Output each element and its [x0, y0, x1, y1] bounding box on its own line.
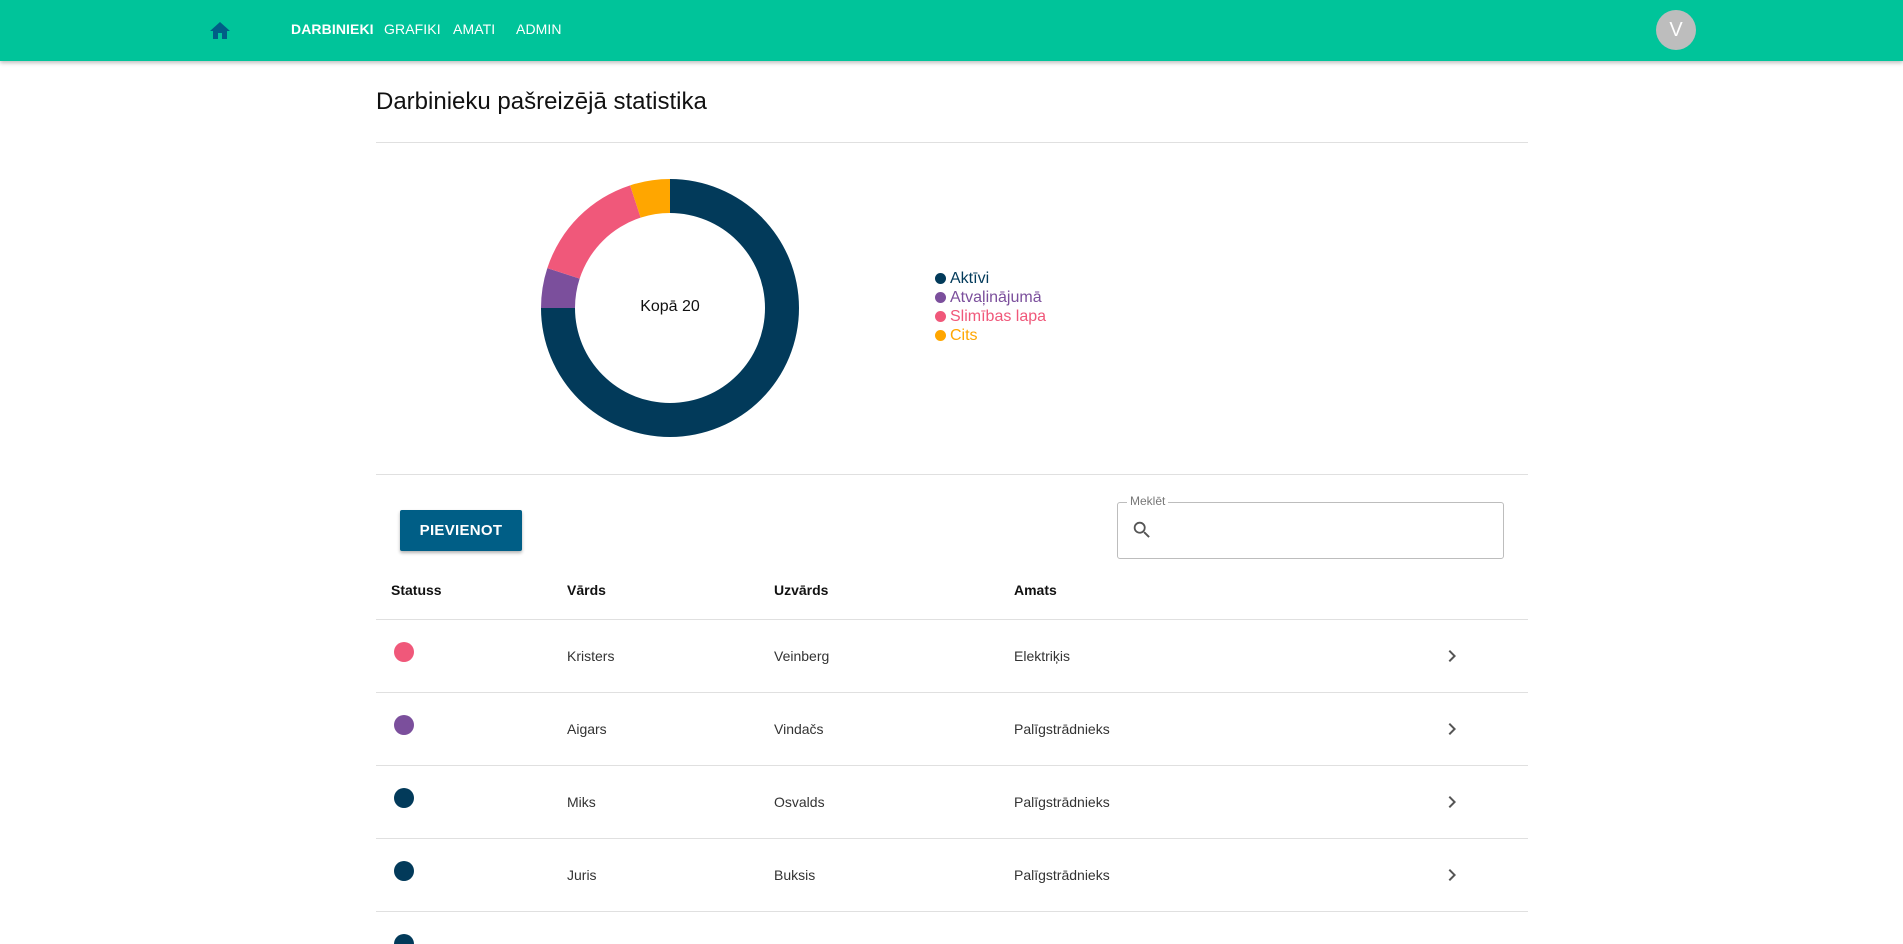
nav-darbinieki[interactable]: DARBINIEKI [291, 21, 374, 37]
search-field[interactable] [1117, 502, 1504, 559]
legend-dot [935, 311, 946, 322]
divider [376, 142, 1528, 143]
status-indicator [394, 934, 414, 944]
legend-dot [935, 330, 946, 341]
position-cell: Elektriķis [1014, 648, 1071, 664]
last-name-cell: Osvalds [774, 794, 825, 810]
chevron-right-icon[interactable] [1440, 863, 1464, 887]
table-row[interactable]: Miks Osvalds Palīgstrādnieks [376, 765, 1528, 839]
search-icon [1133, 521, 1150, 538]
table-row[interactable] [376, 911, 1528, 944]
legend-label: Slimības lapa [950, 307, 1047, 325]
status-indicator [394, 642, 414, 662]
last-name-cell: Vindačs [774, 721, 824, 737]
column-header-first-name: Vārds [567, 582, 606, 598]
divider [376, 474, 1528, 475]
legend-label: Aktīvi [950, 269, 990, 287]
chart-legend: Aktīvi Atvaļinājumā Slimības lapa Cits [935, 269, 1046, 345]
first-name-cell: Kristers [567, 648, 615, 664]
donut-center-label: Kopā 20 [640, 298, 700, 315]
legend-item[interactable]: Aktīvi [935, 269, 1046, 288]
legend-item[interactable]: Cits [935, 326, 1046, 345]
first-name-cell: Miks [567, 794, 596, 810]
search-label: Meklēt [1127, 494, 1169, 508]
avatar[interactable]: V [1656, 10, 1696, 50]
chevron-right-icon[interactable] [1440, 644, 1464, 668]
nav-grafiki[interactable]: GRAFIKI [384, 21, 441, 37]
table-row[interactable]: Juris Buksis Palīgstrādnieks [376, 838, 1528, 912]
donut-slice-Atvaļinājumā [541, 268, 580, 308]
legend-label: Atvaļinājumā [950, 288, 1042, 306]
first-name-cell: Aigars [567, 721, 607, 737]
table-row[interactable]: Kristers Veinberg Elektriķis [376, 619, 1528, 693]
status-indicator [394, 861, 414, 881]
legend-dot [935, 292, 946, 303]
add-employee-button[interactable]: PIEVIENOT [400, 510, 522, 551]
chevron-right-icon[interactable] [1440, 790, 1464, 814]
column-header-status: Statuss [391, 582, 442, 598]
legend-item[interactable]: Atvaļinājumā [935, 288, 1046, 307]
status-indicator [394, 788, 414, 808]
donut-slice-Slimības lapa [547, 185, 641, 279]
last-name-cell: Veinberg [774, 648, 830, 664]
status-indicator [394, 715, 414, 735]
home-icon[interactable] [208, 19, 232, 43]
column-header-position: Amats [1014, 582, 1057, 598]
status-donut-chart [541, 179, 799, 437]
position-cell: Palīgstrādnieks [1014, 794, 1110, 810]
legend-label: Cits [950, 326, 978, 344]
column-header-last-name: Uzvārds [774, 582, 829, 598]
top-app-bar: DARBINIEKI GRAFIKI AMATI ADMIN V [0, 0, 1903, 61]
page-title: Darbinieku pašreizējā statistika [376, 88, 707, 115]
position-cell: Palīgstrādnieks [1014, 721, 1110, 737]
table-row[interactable]: Aigars Vindačs Palīgstrādnieks [376, 692, 1528, 766]
last-name-cell: Buksis [774, 867, 816, 883]
legend-dot [935, 273, 946, 284]
position-cell: Palīgstrādnieks [1014, 867, 1110, 883]
first-name-cell: Juris [567, 867, 597, 883]
search-input[interactable] [1165, 512, 1499, 550]
nav-amati[interactable]: AMATI [453, 21, 496, 37]
legend-item[interactable]: Slimības lapa [935, 307, 1046, 326]
donut-slice-Cits [630, 179, 670, 218]
chevron-right-icon[interactable] [1440, 717, 1464, 741]
nav-admin[interactable]: ADMIN [516, 21, 562, 37]
